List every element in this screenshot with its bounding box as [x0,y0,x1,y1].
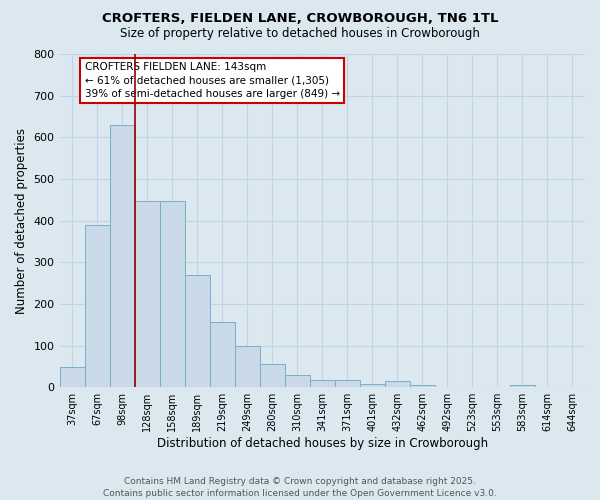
Text: Contains HM Land Registry data © Crown copyright and database right 2025.
Contai: Contains HM Land Registry data © Crown c… [103,476,497,498]
Text: CROFTERS FIELDEN LANE: 143sqm
← 61% of detached houses are smaller (1,305)
39% o: CROFTERS FIELDEN LANE: 143sqm ← 61% of d… [85,62,340,98]
Bar [209,322,235,387]
Bar [185,275,209,387]
Bar [85,225,110,387]
Bar [510,385,535,387]
Bar [410,385,435,387]
Text: Size of property relative to detached houses in Crowborough: Size of property relative to detached ho… [120,28,480,40]
Bar [235,346,260,387]
Bar [360,384,385,387]
Bar [310,380,335,387]
Bar [110,125,134,387]
Bar [335,380,360,387]
Bar [134,200,160,387]
Bar [385,382,410,387]
Bar [160,200,185,387]
Bar [59,367,85,387]
Y-axis label: Number of detached properties: Number of detached properties [15,128,28,314]
Text: CROFTERS, FIELDEN LANE, CROWBOROUGH, TN6 1TL: CROFTERS, FIELDEN LANE, CROWBOROUGH, TN6… [102,12,498,26]
X-axis label: Distribution of detached houses by size in Crowborough: Distribution of detached houses by size … [157,437,488,450]
Bar [260,364,285,387]
Bar [285,374,310,387]
